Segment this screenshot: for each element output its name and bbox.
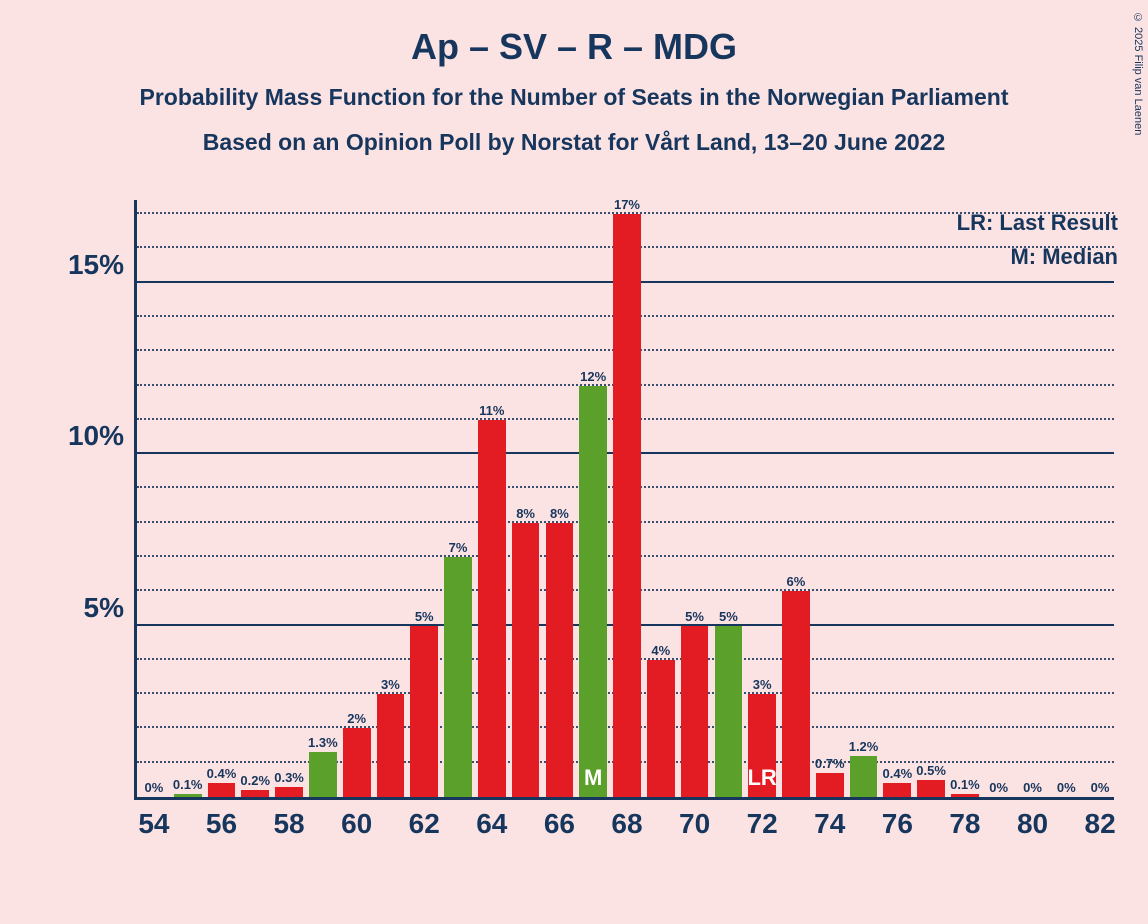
copyright-text: © 2025 Filip van Laenen [1132,12,1144,135]
bar: 12%M [579,386,607,797]
bar-value-label: 0.3% [274,770,304,785]
bar-value-label: 5% [719,609,738,624]
bar-value-label: 0.2% [240,773,270,788]
bar-value-label: 17% [614,197,640,212]
bar: 8% [512,523,540,797]
x-axis-label: 70 [679,808,710,840]
bar-inside-label: LR [747,765,776,791]
bar-value-label: 0.4% [883,766,913,781]
bar: 5% [715,626,743,797]
bar: 3%LR [748,694,776,797]
x-axis-label: 58 [273,808,304,840]
bar-value-label: 1.2% [849,739,879,754]
x-axis-label: 82 [1085,808,1116,840]
bar-value-label: 0.5% [916,763,946,778]
bar-value-label: 0.1% [173,777,203,792]
x-axis-label: 62 [409,808,440,840]
bar: 11% [478,420,506,797]
bar-value-label: 0.4% [207,766,237,781]
chart-area: 5%10%15%540%0.1%560.4%0.2%580.3%1.3%602%… [60,200,1120,840]
bar-value-label: 8% [550,506,569,521]
bar: 5% [681,626,709,797]
bar-value-label: 1.3% [308,735,338,750]
bar: 0.1% [174,794,202,797]
bar-value-label: 4% [651,643,670,658]
bar-value-label: 5% [415,609,434,624]
x-axis-label: 68 [611,808,642,840]
bar: 1.3% [309,752,337,797]
x-axis-label: 78 [949,808,980,840]
y-axis-label: 15% [68,249,124,281]
bar: 4% [647,660,675,797]
chart-subtitle-1: Probability Mass Function for the Number… [0,84,1148,111]
x-axis-label: 60 [341,808,372,840]
bar-value-label: 2% [347,711,366,726]
y-axis-label: 5% [84,592,124,624]
bar-value-label: 3% [381,677,400,692]
x-axis-label: 64 [476,808,507,840]
bar-value-label: 0% [1057,780,1076,795]
bar: 0.5% [917,780,945,797]
bar-value-label: 0% [989,780,1008,795]
bar: 0.2% [241,790,269,797]
x-axis-label: 76 [882,808,913,840]
chart-title: Ap – SV – R – MDG [0,0,1148,68]
y-axis-label: 10% [68,420,124,452]
bar-value-label: 7% [449,540,468,555]
x-axis-label: 72 [747,808,778,840]
bar-value-label: 5% [685,609,704,624]
bar-value-label: 0.1% [950,777,980,792]
bar: 1.2% [850,756,878,797]
bar-value-label: 0% [1091,780,1110,795]
bar-value-label: 3% [753,677,772,692]
bar: 8% [546,523,574,797]
bar: 0.4% [208,783,236,797]
bar: 2% [343,728,371,797]
bar-value-label: 11% [479,403,504,418]
x-axis-label: 74 [814,808,845,840]
bar: 3% [377,694,405,797]
bar: 0.3% [275,787,303,797]
x-axis-label: 54 [138,808,169,840]
bar: 0.7% [816,773,844,797]
x-axis-label: 56 [206,808,237,840]
bar-value-label: 8% [516,506,535,521]
x-axis-label: 80 [1017,808,1048,840]
bar-value-label: 0% [144,780,163,795]
bar: 17% [613,214,641,797]
bar: 0.1% [951,794,979,797]
bar: 0.4% [883,783,911,797]
bar: 6% [782,591,810,797]
bar-value-label: 6% [787,574,806,589]
bar: 7% [444,557,472,797]
x-axis-label: 66 [544,808,575,840]
bar-value-label: 0.7% [815,756,845,771]
bar: 5% [410,626,438,797]
bar-value-label: 0% [1023,780,1042,795]
bar-value-label: 12% [580,369,606,384]
plot-area: 5%10%15%540%0.1%560.4%0.2%580.3%1.3%602%… [134,200,1114,800]
bar-inside-label: M [584,765,602,791]
chart-subtitle-2: Based on an Opinion Poll by Norstat for … [0,129,1148,156]
